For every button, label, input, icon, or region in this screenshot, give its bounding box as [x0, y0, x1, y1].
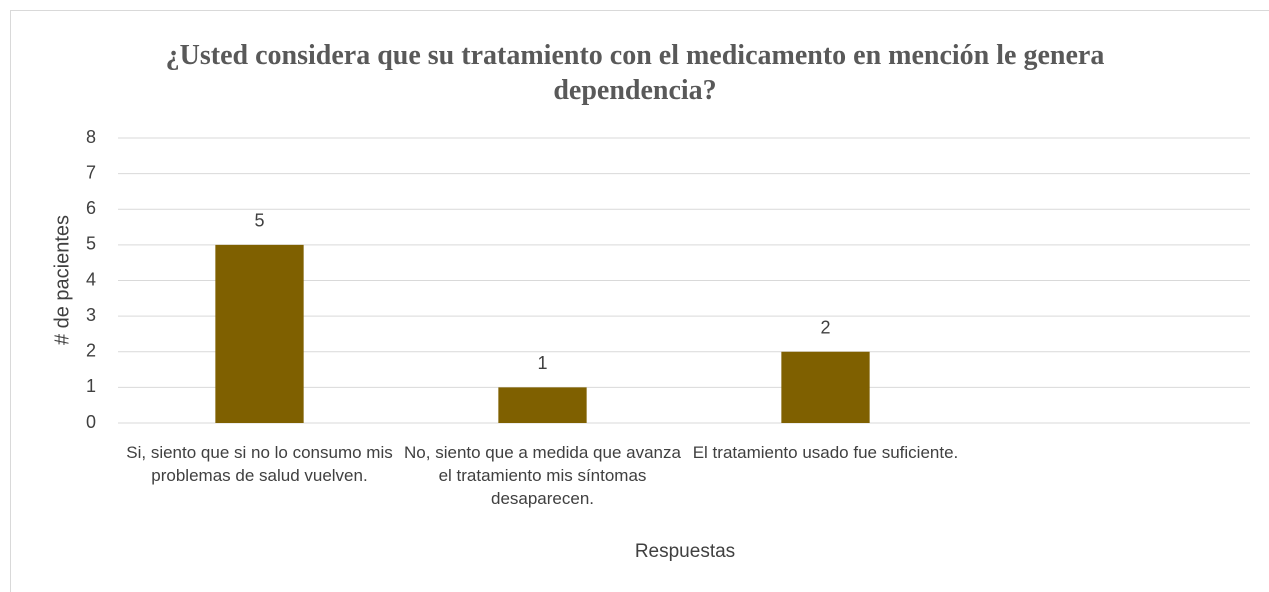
data-label: 5	[254, 211, 264, 231]
y-tick-label: 3	[86, 305, 96, 325]
bar	[781, 351, 870, 423]
y-tick-label: 5	[86, 234, 96, 254]
y-tick-label: 8	[86, 127, 96, 147]
x-tick-label: No, siento que a medida que avanza el tr…	[404, 443, 681, 508]
data-label: 2	[820, 318, 830, 338]
x-tick-label: El tratamiento usado fue suficiente.	[692, 443, 959, 462]
y-tick-label: 2	[86, 341, 96, 361]
bar	[215, 244, 304, 423]
y-tick-label: 1	[86, 376, 96, 396]
data-label: 1	[537, 353, 547, 373]
x-tick-label: Si, siento que si no lo consumo mis prob…	[126, 443, 393, 485]
y-axis-label: # de pacientes	[51, 215, 73, 345]
y-tick-label: 6	[86, 198, 96, 218]
chart-title: ¿Usted considera que su tratamiento con …	[165, 40, 1105, 106]
y-tick-label: 0	[86, 412, 96, 432]
x-axis-label: Respuestas	[635, 541, 735, 562]
y-tick-label: 4	[86, 269, 96, 289]
chart-border	[10, 10, 1269, 592]
y-tick-label: 7	[86, 162, 96, 182]
bar	[498, 387, 587, 423]
